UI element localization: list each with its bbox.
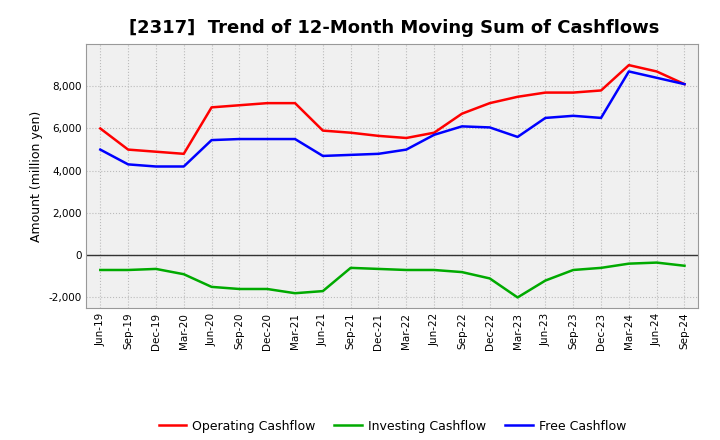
Operating Cashflow <box>374 133 383 139</box>
Investing Cashflow <box>624 261 633 266</box>
Free Cashflow <box>513 134 522 139</box>
Free Cashflow <box>680 81 689 87</box>
Operating Cashflow <box>680 81 689 87</box>
Investing Cashflow <box>402 268 410 273</box>
Investing Cashflow <box>318 289 327 294</box>
Text: [2317]  Trend of 12-Month Moving Sum of Cashflows: [2317] Trend of 12-Month Moving Sum of C… <box>130 19 660 37</box>
Operating Cashflow <box>597 88 606 93</box>
Free Cashflow <box>458 124 467 129</box>
Free Cashflow <box>318 153 327 158</box>
Free Cashflow <box>235 136 243 142</box>
Operating Cashflow <box>430 130 438 136</box>
Investing Cashflow <box>235 286 243 292</box>
Investing Cashflow <box>652 260 661 265</box>
Operating Cashflow <box>346 130 355 136</box>
Investing Cashflow <box>430 268 438 273</box>
Operating Cashflow <box>485 100 494 106</box>
Investing Cashflow <box>263 286 271 292</box>
Investing Cashflow <box>179 271 188 277</box>
Free Cashflow <box>597 115 606 121</box>
Free Cashflow <box>207 137 216 143</box>
Operating Cashflow <box>96 126 104 131</box>
Investing Cashflow <box>207 284 216 290</box>
Investing Cashflow <box>96 268 104 273</box>
Operating Cashflow <box>152 149 161 154</box>
Operating Cashflow <box>513 94 522 99</box>
Investing Cashflow <box>541 278 550 283</box>
Investing Cashflow <box>291 290 300 296</box>
Operating Cashflow <box>318 128 327 133</box>
Investing Cashflow <box>374 266 383 271</box>
Line: Operating Cashflow: Operating Cashflow <box>100 65 685 154</box>
Investing Cashflow <box>152 266 161 271</box>
Operating Cashflow <box>291 100 300 106</box>
Operating Cashflow <box>624 62 633 68</box>
Investing Cashflow <box>680 263 689 268</box>
Operating Cashflow <box>207 105 216 110</box>
Investing Cashflow <box>513 295 522 300</box>
Operating Cashflow <box>124 147 132 152</box>
Investing Cashflow <box>458 269 467 275</box>
Line: Investing Cashflow: Investing Cashflow <box>100 263 685 297</box>
Operating Cashflow <box>402 136 410 141</box>
Free Cashflow <box>402 147 410 152</box>
Free Cashflow <box>541 115 550 121</box>
Operating Cashflow <box>235 103 243 108</box>
Free Cashflow <box>652 75 661 81</box>
Free Cashflow <box>124 162 132 167</box>
Legend: Operating Cashflow, Investing Cashflow, Free Cashflow: Operating Cashflow, Investing Cashflow, … <box>153 414 631 437</box>
Investing Cashflow <box>485 276 494 281</box>
Operating Cashflow <box>263 100 271 106</box>
Investing Cashflow <box>124 268 132 273</box>
Free Cashflow <box>179 164 188 169</box>
Y-axis label: Amount (million yen): Amount (million yen) <box>30 110 42 242</box>
Free Cashflow <box>485 125 494 130</box>
Free Cashflow <box>346 152 355 158</box>
Investing Cashflow <box>569 268 577 273</box>
Operating Cashflow <box>179 151 188 157</box>
Investing Cashflow <box>597 265 606 271</box>
Operating Cashflow <box>652 69 661 74</box>
Free Cashflow <box>96 147 104 152</box>
Free Cashflow <box>624 69 633 74</box>
Free Cashflow <box>291 136 300 142</box>
Operating Cashflow <box>569 90 577 95</box>
Operating Cashflow <box>541 90 550 95</box>
Free Cashflow <box>152 164 161 169</box>
Free Cashflow <box>569 113 577 118</box>
Operating Cashflow <box>458 111 467 116</box>
Free Cashflow <box>430 132 438 137</box>
Free Cashflow <box>263 136 271 142</box>
Free Cashflow <box>374 151 383 157</box>
Line: Free Cashflow: Free Cashflow <box>100 71 685 166</box>
Investing Cashflow <box>346 265 355 271</box>
